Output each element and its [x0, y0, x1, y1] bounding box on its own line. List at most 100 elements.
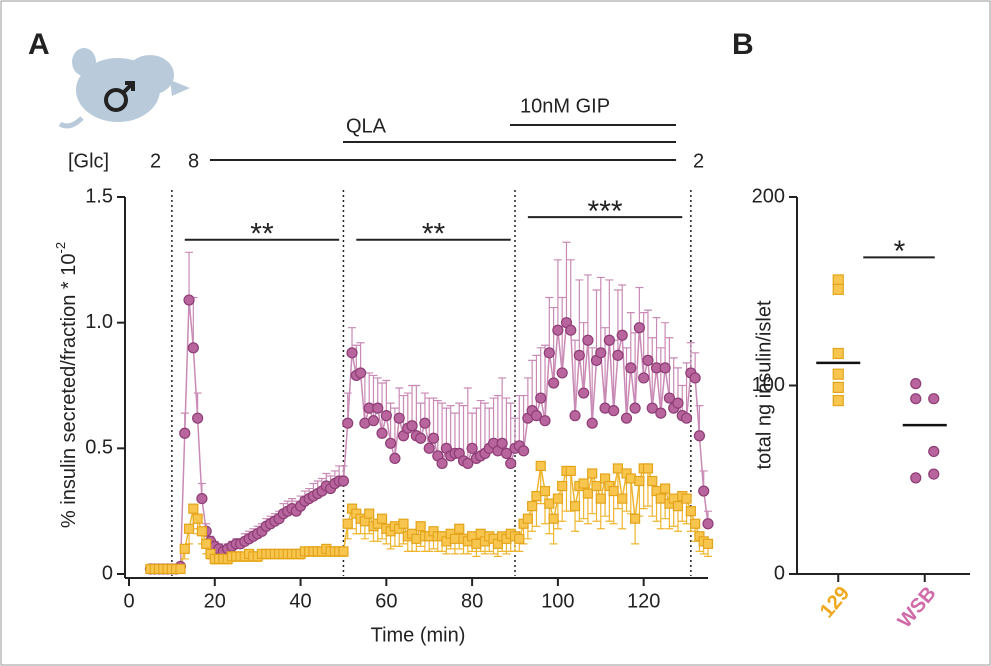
marker	[642, 354, 654, 366]
marker	[192, 412, 204, 424]
marker	[617, 493, 628, 504]
marker	[832, 347, 844, 360]
y-tick-label: 0.5	[85, 437, 113, 459]
significance-label: **	[250, 218, 274, 251]
protocol-label: QLA	[346, 115, 387, 137]
marker	[569, 501, 581, 512]
mouse-icon	[58, 48, 190, 129]
marker	[552, 493, 563, 504]
marker	[196, 526, 208, 537]
marker	[196, 493, 208, 505]
marker	[436, 457, 448, 470]
y-tick-label: 1.5	[85, 185, 113, 207]
error-bar	[489, 397, 498, 444]
marker	[496, 437, 508, 449]
marker	[910, 378, 922, 390]
marker	[702, 538, 714, 549]
error-bar	[476, 399, 485, 456]
marker	[517, 445, 530, 457]
y-tick-label: 1.0	[85, 311, 113, 333]
panel-label: A	[28, 28, 50, 61]
error-bar	[498, 377, 507, 444]
marker	[535, 460, 546, 472]
marker	[655, 407, 667, 419]
x-tick-label: 20	[204, 590, 226, 612]
marker	[337, 475, 350, 487]
marker	[928, 445, 940, 458]
marker	[638, 372, 650, 384]
error-bar	[643, 468, 652, 507]
marker	[832, 274, 844, 286]
error-bar	[386, 402, 395, 444]
error-bar	[468, 412, 477, 449]
marker	[548, 513, 559, 524]
marker	[591, 480, 602, 492]
marker	[608, 485, 619, 497]
marker	[393, 412, 405, 424]
marker	[527, 501, 538, 512]
marker	[454, 523, 465, 534]
marker	[389, 452, 401, 464]
marker	[582, 488, 594, 499]
error-bar	[433, 399, 442, 456]
marker	[187, 342, 199, 354]
error-bar	[369, 374, 378, 421]
marker	[660, 483, 671, 494]
marker	[385, 437, 397, 449]
marker	[423, 442, 435, 454]
marker	[543, 347, 555, 359]
error-bar	[643, 309, 652, 361]
y-tick-label: 200	[752, 185, 785, 207]
marker	[565, 465, 576, 477]
marker	[693, 430, 706, 442]
marker	[565, 324, 577, 336]
marker	[573, 349, 585, 361]
error-bar	[618, 284, 627, 336]
error-bar	[583, 274, 592, 341]
marker	[183, 294, 195, 306]
marker	[642, 463, 654, 474]
marker	[342, 518, 353, 529]
marker	[569, 410, 581, 422]
marker	[398, 518, 409, 529]
marker	[376, 513, 388, 524]
marker	[531, 490, 542, 502]
x-tick-label: 80	[461, 590, 483, 612]
marker	[175, 563, 186, 575]
marker	[595, 347, 607, 359]
marker	[587, 468, 598, 479]
x-tick-label: 40	[289, 590, 311, 612]
x-tick-label: 60	[375, 590, 397, 612]
marker	[646, 402, 658, 414]
marker	[355, 367, 367, 379]
marker	[620, 412, 633, 424]
marker	[832, 368, 844, 380]
marker	[910, 472, 922, 484]
y-axis-title: % insulin secreted/fraction * 10-2	[53, 242, 80, 528]
error-bar	[532, 354, 541, 416]
marker	[188, 503, 199, 514]
marker	[647, 475, 658, 487]
error-bar	[382, 379, 391, 416]
protocol-label: 2	[150, 150, 161, 172]
error-bar	[365, 372, 374, 409]
error-bar	[528, 359, 537, 411]
error-bar	[652, 317, 661, 368]
marker	[655, 493, 666, 504]
marker	[832, 394, 844, 407]
marker	[681, 493, 692, 504]
marker	[578, 387, 590, 399]
significance-label: *	[894, 235, 906, 268]
marker	[530, 410, 543, 422]
marker	[406, 420, 418, 432]
error-bar	[639, 312, 648, 378]
x-axis-title: Time (min)	[371, 624, 466, 646]
error-bar	[605, 279, 614, 341]
error-bar	[575, 279, 584, 356]
marker	[689, 372, 701, 384]
marker	[702, 518, 714, 530]
marker	[685, 506, 696, 517]
x-tick-label: 120	[627, 590, 660, 612]
marker	[346, 347, 358, 359]
error-bar	[592, 289, 601, 361]
